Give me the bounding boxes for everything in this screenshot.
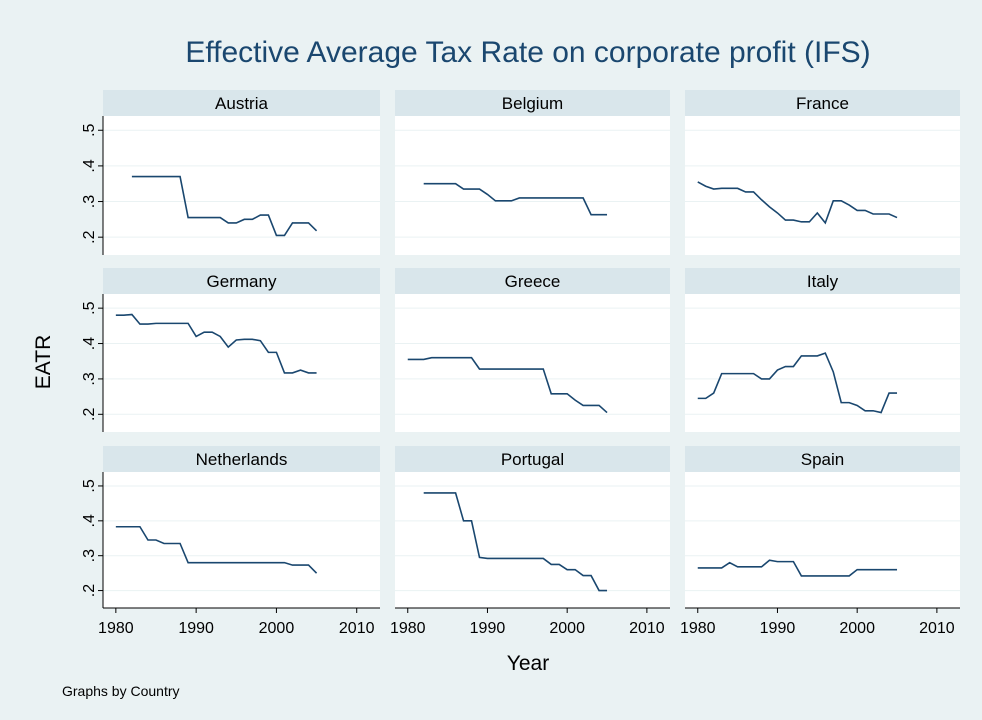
- plot-area: [395, 294, 670, 432]
- panel-title: Belgium: [502, 94, 563, 113]
- panel-title: Greece: [505, 272, 561, 291]
- series-line: [115, 313, 317, 374]
- chart-title: Effective Average Tax Rate on corporate …: [185, 36, 870, 69]
- strip: [103, 446, 380, 472]
- y-tick-label: .2: [81, 408, 98, 421]
- strip: [103, 268, 380, 294]
- y-tick-label: .3: [81, 372, 98, 385]
- panel-title: Germany: [207, 272, 277, 291]
- series-line: [423, 492, 608, 592]
- x-tick-label: 2010: [919, 620, 955, 637]
- strip: [103, 90, 380, 116]
- plot-area: [395, 472, 670, 608]
- x-tick-label: 2010: [339, 620, 375, 637]
- plot-area: [685, 294, 960, 432]
- x-tick-label: 2000: [259, 620, 295, 637]
- y-tick-label: .4: [81, 337, 98, 350]
- series-line: [697, 559, 898, 577]
- x-tick-label: 1980: [390, 620, 426, 637]
- strip: [685, 446, 960, 472]
- strip: [685, 90, 960, 116]
- plot-area: [103, 472, 380, 608]
- y-tick-label: .3: [81, 549, 98, 562]
- series-line: [115, 525, 318, 574]
- y-tick-label: .5: [81, 479, 98, 492]
- note: Graphs by Country: [62, 683, 180, 699]
- series-line: [423, 182, 608, 216]
- strip: [685, 268, 960, 294]
- strip: [395, 90, 670, 116]
- plot-area: [685, 116, 960, 255]
- panel-title: Italy: [807, 272, 839, 291]
- x-tick-label: 1990: [178, 620, 214, 637]
- y-tick-label: .2: [81, 584, 98, 597]
- series-line: [131, 175, 318, 237]
- plot-area: [103, 294, 380, 432]
- plot-area: [395, 116, 670, 255]
- x-tick-label: 2000: [839, 620, 875, 637]
- x-tick-label: 1980: [680, 620, 716, 637]
- x-tick-label: 1990: [470, 620, 506, 637]
- y-axis-label: EATR: [32, 335, 55, 389]
- plot-area: [685, 472, 960, 608]
- strip: [395, 446, 670, 472]
- plot-area: [103, 116, 380, 255]
- series-line: [697, 181, 898, 225]
- y-tick-label: .4: [81, 514, 98, 527]
- panel-title: Netherlands: [196, 450, 288, 469]
- series-line: [407, 356, 608, 414]
- series-line: [697, 352, 898, 414]
- x-tick-label: 1980: [98, 620, 134, 637]
- y-tick-label: .4: [81, 159, 98, 172]
- panel-title: France: [796, 94, 849, 113]
- x-tick-label: 2010: [629, 620, 665, 637]
- panel-title: Spain: [801, 450, 844, 469]
- y-tick-label: .5: [81, 301, 98, 314]
- x-axis-label: Year: [507, 652, 549, 675]
- y-tick-label: .5: [81, 123, 98, 136]
- panel-title: Portugal: [501, 450, 564, 469]
- x-tick-label: 2000: [549, 620, 585, 637]
- y-tick-label: .3: [81, 195, 98, 208]
- panel-title: Austria: [215, 94, 268, 113]
- y-tick-label: .2: [81, 230, 98, 243]
- x-tick-label: 1990: [760, 620, 796, 637]
- strip: [395, 268, 670, 294]
